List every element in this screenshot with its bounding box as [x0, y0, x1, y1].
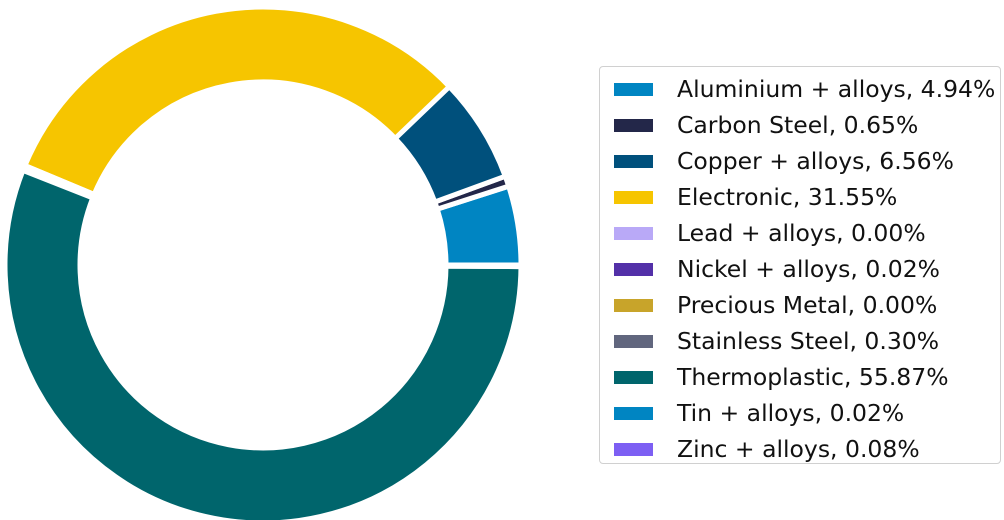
legend-entry-stainless-steel: Stainless Steel, 0.30% — [614, 323, 1000, 359]
legend-label: Precious Metal, 0.00% — [677, 291, 938, 319]
legend-swatch — [614, 154, 653, 168]
legend-entry-zinc-alloys: Zinc + alloys, 0.08% — [614, 431, 1000, 467]
legend-swatch — [614, 406, 653, 420]
legend-swatch — [614, 82, 653, 96]
donut-slices — [2, 4, 524, 520]
legend-label: Thermoplastic, 55.87% — [677, 363, 949, 391]
legend-swatch — [614, 262, 653, 276]
legend-entry-nickel-alloys: Nickel + alloys, 0.02% — [614, 251, 1000, 287]
legend-entry-tin-alloys: Tin + alloys, 0.02% — [614, 395, 1000, 431]
legend-label: Lead + alloys, 0.00% — [677, 219, 926, 247]
donut-plot — [2, 4, 524, 520]
legend-entry-electronic: Electronic, 31.55% — [614, 179, 1000, 215]
legend-swatch — [614, 442, 653, 456]
legend-label: Copper + alloys, 6.56% — [677, 147, 954, 175]
legend-swatch — [614, 370, 653, 384]
legend-swatch — [614, 190, 653, 204]
legend-swatch — [614, 118, 653, 132]
legend-swatch — [614, 298, 653, 312]
legend-label: Aluminium + alloys, 4.94% — [677, 75, 996, 103]
legend-entry-carbon-steel: Carbon Steel, 0.65% — [614, 107, 1000, 143]
legend-swatch — [614, 226, 653, 240]
legend-entry-precious-metal: Precious Metal, 0.00% — [614, 287, 1000, 323]
legend-swatch — [614, 334, 653, 348]
legend-label: Zinc + alloys, 0.08% — [677, 435, 920, 463]
legend-label: Tin + alloys, 0.02% — [677, 399, 905, 427]
legend-label: Electronic, 31.55% — [677, 183, 898, 211]
legend-label: Nickel + alloys, 0.02% — [677, 255, 940, 283]
donut-slice-zinc-alloys — [443, 262, 524, 269]
legend-entry-copper-alloys: Copper + alloys, 6.56% — [614, 143, 1000, 179]
legend-entry-aluminium-alloys: Aluminium + alloys, 4.94% — [614, 71, 1000, 107]
donut-slice-electronic — [21, 4, 453, 198]
legend-entry-thermoplastic: Thermoplastic, 55.87% — [614, 359, 1000, 395]
legend: Aluminium + alloys, 4.94% Carbon Steel, 0… — [599, 66, 1001, 464]
legend-label: Carbon Steel, 0.65% — [677, 111, 919, 139]
legend-label: Stainless Steel, 0.30% — [677, 327, 940, 355]
legend-entry-lead-alloys: Lead + alloys, 0.00% — [614, 215, 1000, 251]
donut-slice-thermoplastic — [2, 167, 524, 520]
